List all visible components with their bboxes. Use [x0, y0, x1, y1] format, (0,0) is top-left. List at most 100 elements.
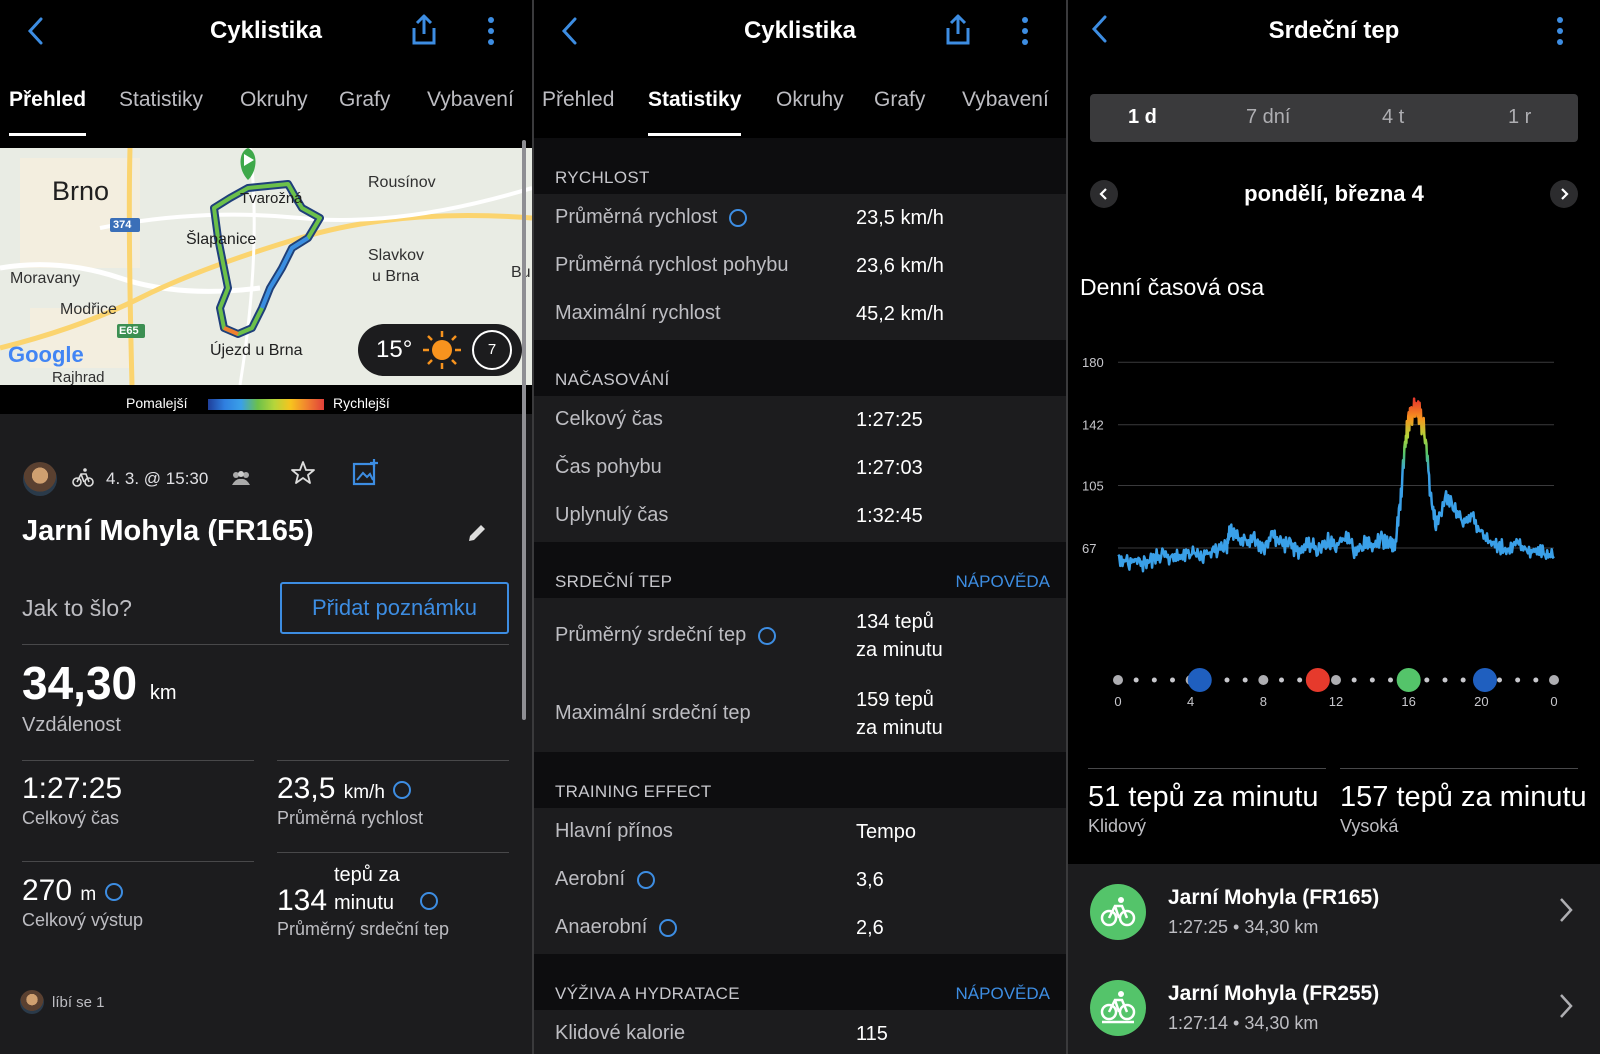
range-1y[interactable]: 1 r	[1508, 106, 1532, 128]
row-label-text: Průměrná rychlost	[555, 206, 718, 228]
share-icon[interactable]	[409, 14, 439, 46]
section-timing: Celkový čas 1:27:25 Čas pohybu 1:27:03 U…	[534, 396, 1066, 542]
page-title: Srdeční tep	[1268, 17, 1400, 44]
scrollbar[interactable]	[522, 140, 526, 720]
panel-divider	[532, 0, 534, 1054]
list-item[interactable]: Jarní Mohyla (FR165) 1:27:25 • 34,30 km	[1068, 864, 1600, 960]
row-value: Tempo	[856, 821, 917, 843]
google-logo: Google	[8, 342, 84, 367]
tab-gear[interactable]: Vybavení	[427, 88, 514, 111]
tab-laps[interactable]: Okruhy	[240, 88, 308, 111]
avg-speed-unit: km/h	[343, 782, 385, 803]
add-note-button[interactable]: Přidat poznámku	[280, 582, 509, 634]
range-4w[interactable]: 4 t	[1382, 106, 1405, 128]
high-hr-stat: 157 tepů za minutu Vysoká	[1340, 768, 1587, 837]
avatar[interactable]	[23, 462, 57, 496]
section-title: RYCHLOST	[555, 168, 650, 187]
row-label-text: Anaerobní	[555, 916, 648, 938]
header: Cyklistika	[534, 0, 1066, 62]
tab-charts[interactable]: Grafy	[874, 88, 926, 111]
avg-hr-number: 134	[277, 884, 328, 917]
device-sensor-icon	[728, 208, 747, 227]
row-label: Průměrný srdeční tep	[555, 624, 776, 647]
help-link[interactable]: NÁPOVĚDA	[955, 984, 1050, 1003]
row-value: 1:27:03	[856, 457, 923, 479]
wind-speed: 7	[487, 341, 497, 358]
selected-date: pondělí, března 4	[1244, 181, 1424, 206]
back-chevron-icon[interactable]	[26, 16, 46, 46]
share-icon[interactable]	[943, 14, 973, 46]
row-label: Průměrná rychlost pohybu	[555, 254, 789, 276]
road-sign-e65: E65	[119, 325, 139, 337]
speed-legend: Pomalejší Rychlejší	[0, 393, 532, 415]
tab-bar: Přehled Statistiky Okruhy Grafy Vybavení	[0, 80, 532, 136]
row-value-line: 159 tepů	[856, 689, 934, 711]
ascent-number: 270	[22, 874, 73, 907]
more-options-icon[interactable]	[486, 16, 496, 46]
map-label-modrice: Modřice	[60, 301, 117, 318]
range-7d[interactable]: 7 dní	[1246, 106, 1291, 128]
more-options-icon[interactable]	[1020, 16, 1030, 46]
timeline-dot	[1424, 677, 1430, 683]
timeline-dot	[1242, 677, 1248, 683]
resting-hr-value: 51 tepů za minutu	[1088, 781, 1319, 813]
section-title: NAČASOVÁNÍ	[555, 370, 670, 389]
previous-day-button[interactable]	[1090, 180, 1118, 208]
timeline-event-icon[interactable]	[1472, 668, 1497, 692]
chart-title: Denní časová osa	[1080, 274, 1265, 300]
timeline-dot	[1224, 677, 1230, 683]
tab-overview[interactable]: Přehled	[542, 88, 615, 111]
timeline-dot	[1369, 677, 1375, 683]
header: Cyklistika	[0, 0, 532, 62]
route-map[interactable]: Brno Tvarožná Rousínov Šlapanice Slavkov…	[0, 148, 532, 385]
high-hr-label: Vysoká	[1340, 816, 1399, 836]
row-value: 134 tepů za minutu	[856, 608, 943, 664]
range-1d[interactable]: 1 d	[1128, 106, 1157, 128]
device-sensor-icon	[104, 883, 123, 902]
tab-statistics[interactable]: Statistiky	[119, 88, 204, 111]
tab-charts[interactable]: Grafy	[339, 88, 391, 111]
wind-compass: 7	[472, 330, 512, 370]
x-tick-label: 0	[1114, 694, 1121, 709]
more-options-icon[interactable]	[1555, 16, 1565, 46]
likes-count[interactable]: líbí se 1	[52, 994, 105, 1011]
help-link[interactable]: NÁPOVĚDA	[955, 572, 1050, 591]
x-tick-label: 16	[1401, 694, 1415, 709]
section-title: TRAINING EFFECT	[555, 782, 712, 801]
tab-overview[interactable]: Přehled	[9, 88, 87, 136]
divider	[277, 760, 509, 761]
chevron-right-icon	[1561, 188, 1569, 200]
tab-statistics[interactable]: Statistiky	[648, 88, 742, 136]
back-chevron-icon[interactable]	[1090, 14, 1110, 44]
device-sensor-icon	[420, 892, 438, 910]
timeline-event-icon[interactable]	[1396, 668, 1421, 692]
next-day-button[interactable]	[1550, 180, 1578, 208]
road-sign-374: 374	[113, 219, 132, 231]
timeline-event-icon[interactable]	[1305, 668, 1330, 692]
edit-pencil-icon[interactable]	[466, 522, 488, 544]
back-chevron-icon[interactable]	[560, 16, 580, 46]
y-tick-label: 142	[1082, 418, 1104, 433]
favorite-star-icon[interactable]	[290, 460, 316, 486]
row-value: 3,6	[856, 869, 884, 891]
section-title: VÝŽIVA A HYDRATACE	[555, 984, 740, 1003]
chevron-right-icon	[1560, 898, 1573, 922]
section-header-heart-rate: SRDEČNÍ TEP NÁPOVĚDA	[534, 542, 1066, 598]
indoor-cycling-activity-icon	[1090, 980, 1146, 1036]
section-header-timing: NAČASOVÁNÍ	[534, 340, 1066, 396]
divider	[22, 644, 509, 645]
heart-rate-panel: Srdeční tep 1 d 7 dní 4 t 1 r pondělí, b…	[1068, 0, 1600, 1054]
x-tick-label: 20	[1474, 694, 1488, 709]
map-label-tvarozna: Tvarožná	[240, 190, 303, 207]
add-photo-icon[interactable]	[352, 458, 380, 486]
divider	[277, 852, 509, 853]
list-item[interactable]: Jarní Mohyla (FR255) 1:27:14 • 34,30 km	[1068, 960, 1600, 1054]
heart-rate-chart[interactable]: 67 105 142 180 0 4 8 12 16 20 0	[1068, 340, 1600, 740]
timeline-event-icon[interactable]	[1187, 668, 1212, 692]
map-label-rajhrad: Rajhrad	[52, 369, 105, 385]
y-tick-label: 105	[1082, 479, 1104, 494]
tab-gear[interactable]: Vybavení	[962, 88, 1049, 111]
tab-laps[interactable]: Okruhy	[776, 88, 844, 111]
overview-body: 4. 3. @ 15:30 Jarní Mohyla (FR165) Jak t…	[0, 414, 532, 1054]
overview-panel: Cyklistika Přehled Statistiky Okruhy Gra…	[0, 0, 532, 1054]
